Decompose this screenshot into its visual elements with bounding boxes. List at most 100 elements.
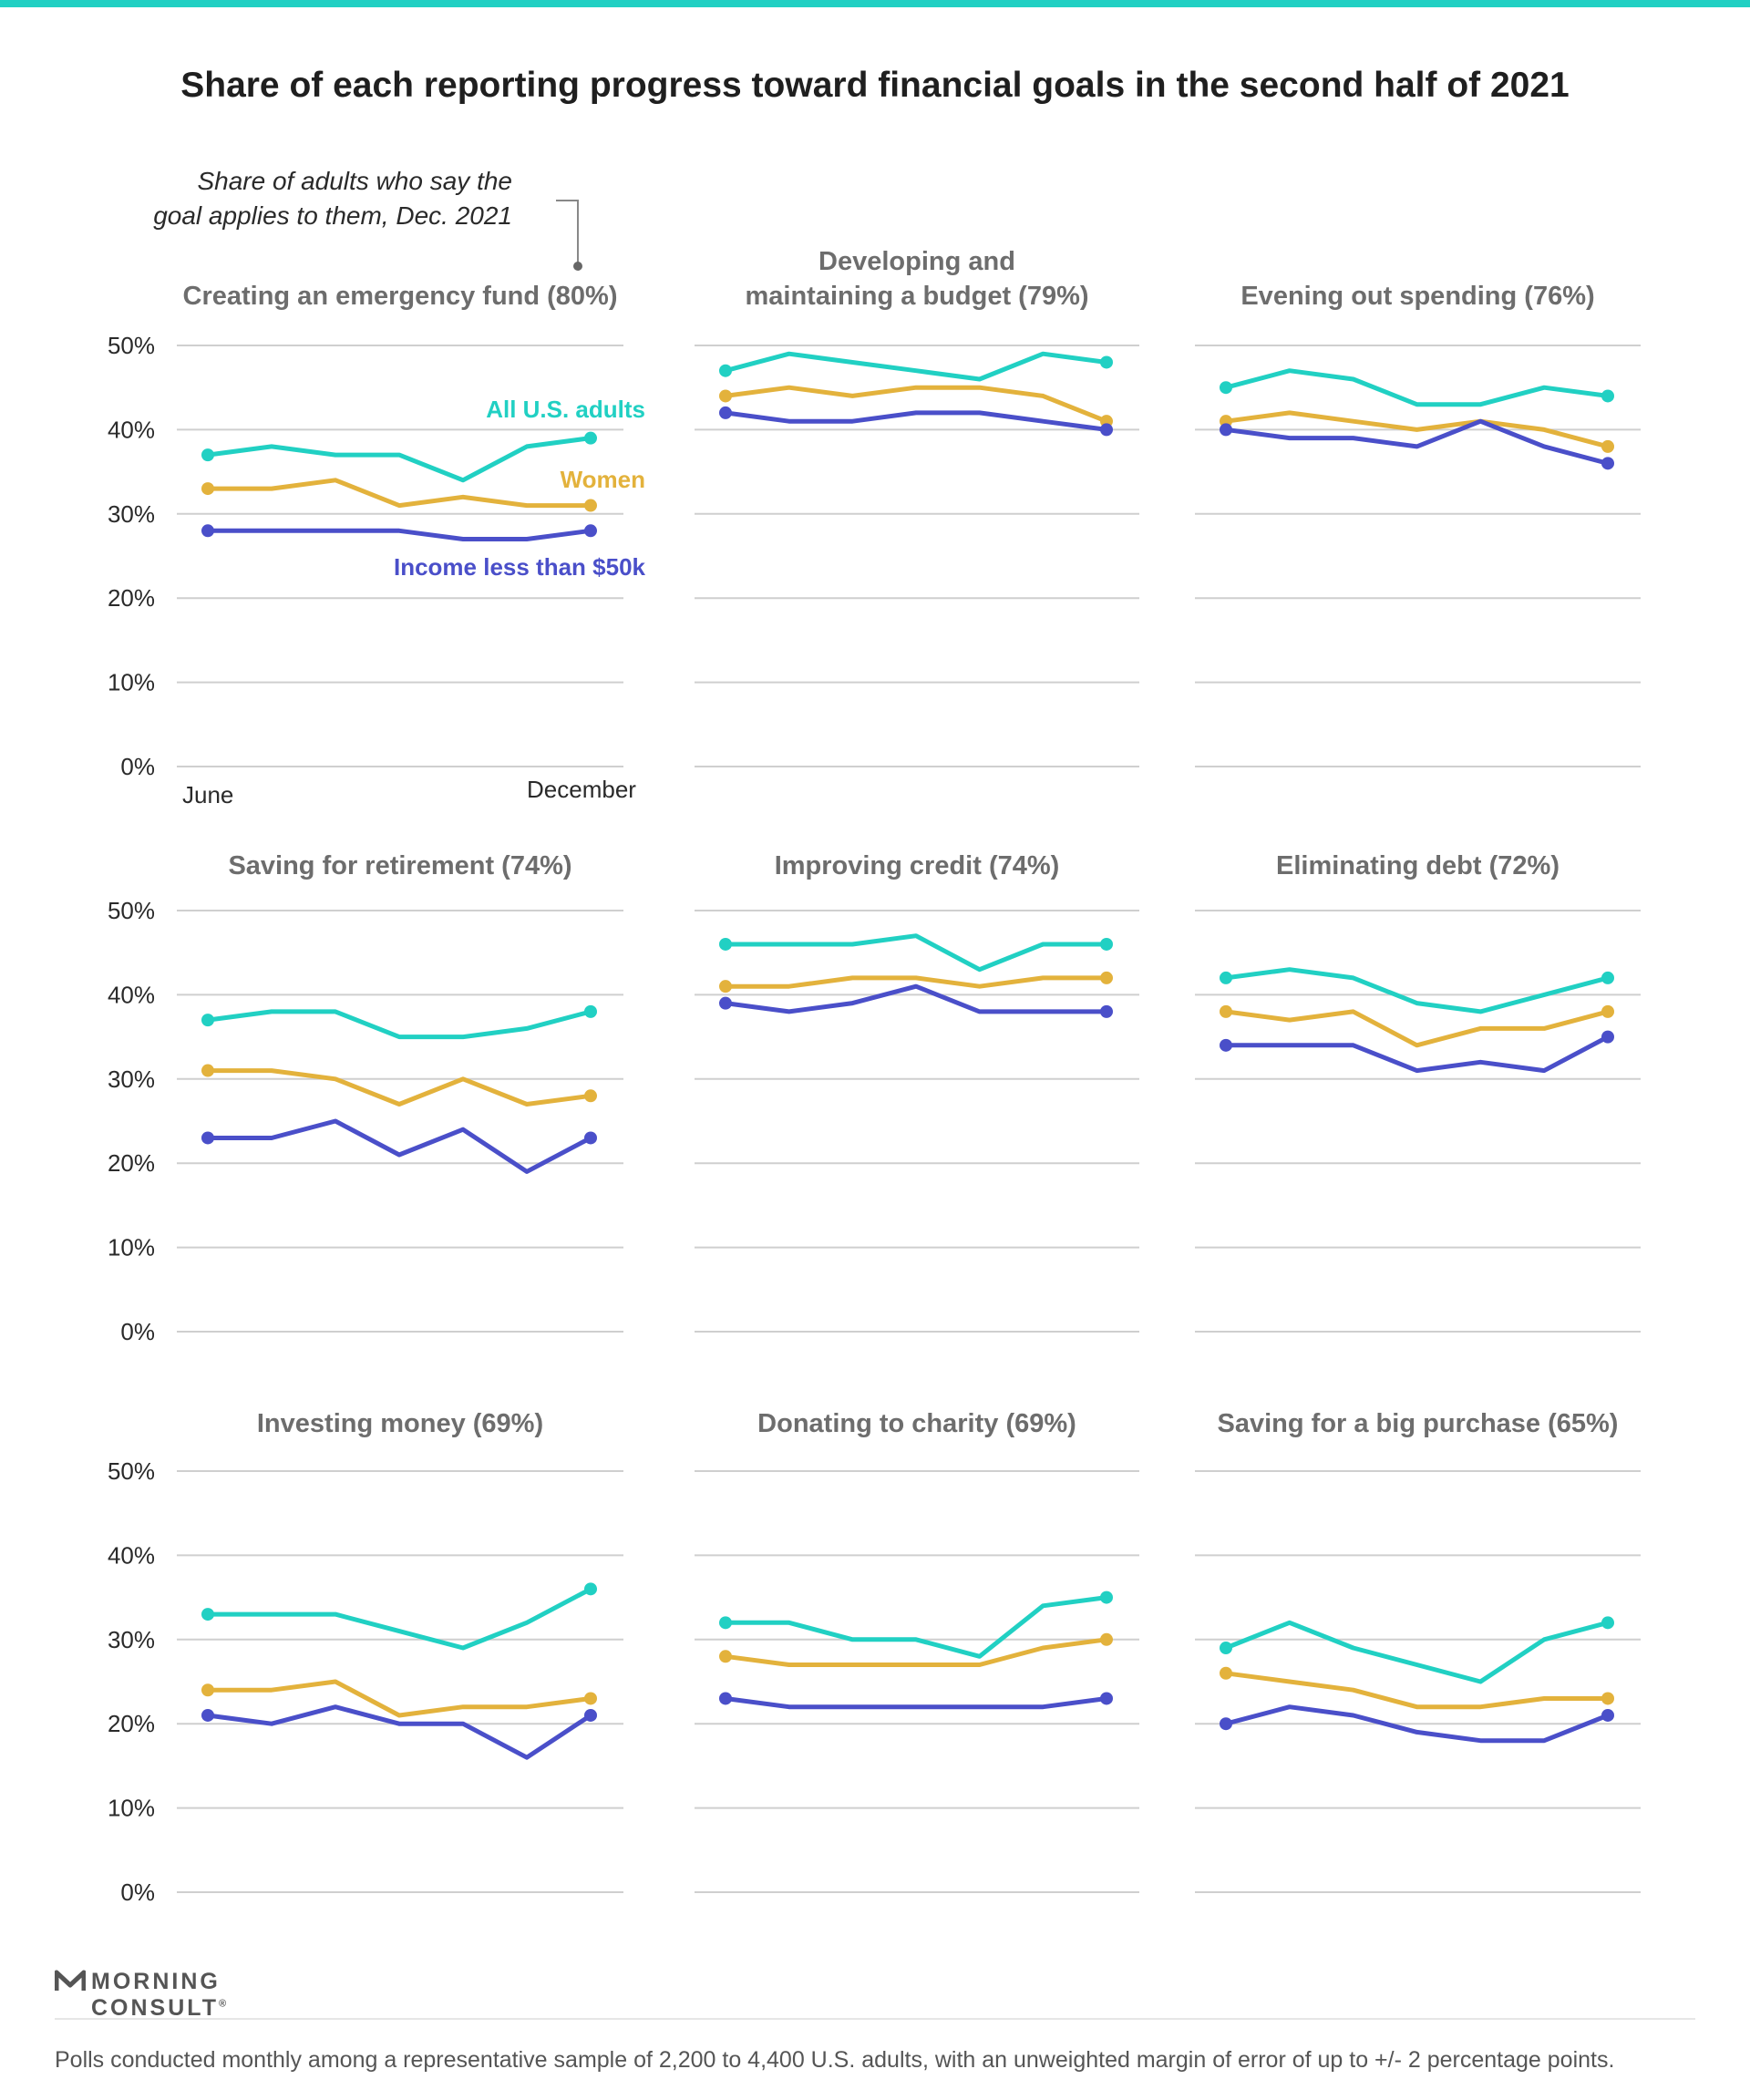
panel-title: Evening out spending (76%)	[1240, 282, 1595, 311]
data-point-income	[1601, 457, 1614, 470]
series-line-income	[723, 1696, 1109, 1710]
y-tick-label: 30%	[108, 1065, 155, 1093]
data-point-all-adults	[719, 937, 732, 951]
y-tick-label: 0%	[120, 753, 155, 780]
annotation-note: Share of adults who say the goal applies…	[153, 164, 512, 233]
data-point-women	[1601, 439, 1614, 453]
series-line-income	[723, 983, 1109, 1014]
chart-panel	[1195, 910, 1641, 1333]
data-point-all-adults	[1220, 381, 1232, 395]
data-point-all-adults	[1601, 389, 1614, 403]
y-tick-label: 40%	[108, 1541, 155, 1569]
top-accent-bar	[0, 0, 1750, 7]
y-tick-label: 20%	[108, 584, 155, 612]
data-point-income	[1220, 1717, 1232, 1731]
y-tick-label: 50%	[108, 1457, 155, 1485]
data-point-women	[584, 499, 597, 512]
series-line-all-adults	[723, 933, 1109, 973]
series-line-all-adults	[205, 1586, 593, 1651]
data-point-women	[1100, 1632, 1113, 1646]
series-line-women	[1223, 1671, 1611, 1710]
data-point-income	[719, 406, 732, 419]
data-point-all-adults	[719, 364, 732, 377]
data-point-all-adults	[1100, 937, 1113, 951]
data-point-women	[1601, 1692, 1614, 1705]
series-line-women	[723, 1637, 1109, 1667]
chart-panel	[695, 910, 1139, 1333]
y-tick-label: 50%	[108, 897, 155, 924]
data-point-income	[1601, 1030, 1614, 1044]
y-tick-label: 0%	[120, 1318, 155, 1345]
data-point-income	[584, 524, 597, 538]
data-point-women	[201, 1064, 214, 1077]
series-line-income	[205, 1118, 593, 1174]
panel-title: Improving credit (74%)	[774, 851, 1060, 880]
series-line-all-adults	[205, 1009, 593, 1040]
data-point-women	[719, 389, 732, 403]
data-point-women	[201, 482, 214, 496]
data-point-all-adults	[1220, 971, 1232, 984]
y-tick-label: 10%	[108, 1234, 155, 1261]
panel-title: Investing money (69%)	[256, 1409, 544, 1438]
chart-panel	[695, 345, 1139, 767]
data-point-all-adults	[584, 431, 597, 445]
data-point-income	[201, 1131, 214, 1145]
data-point-income	[1100, 423, 1113, 437]
panel-title: Eliminating debt (72%)	[1276, 851, 1560, 880]
series-label-all-adults: All U.S. adults	[486, 396, 645, 423]
chart-panel	[695, 1470, 1139, 1893]
footer-methodology-note: Polls conducted monthly among a represen…	[55, 2047, 1615, 2073]
chart-title: Share of each reporting progress toward …	[180, 66, 1570, 105]
data-point-women	[1100, 971, 1113, 984]
data-point-women	[1601, 1004, 1614, 1018]
chart-panel	[1195, 1470, 1641, 1893]
series-line-women	[1223, 410, 1611, 449]
data-point-income	[1601, 1708, 1614, 1722]
panel-title: Saving for retirement (74%)	[228, 851, 572, 880]
annotation-leader-dot	[573, 262, 582, 271]
series-line-women	[205, 1068, 593, 1107]
data-point-all-adults	[584, 1582, 597, 1596]
data-point-all-adults	[1220, 1642, 1232, 1655]
morning-consult-logo: MORNING CONSULT®	[54, 1967, 226, 2021]
data-point-all-adults	[201, 1014, 214, 1027]
series-line-women	[723, 385, 1109, 424]
y-tick-label: 10%	[108, 1795, 155, 1822]
data-point-income	[584, 1708, 597, 1722]
chart-panel: 0% 10% 20% 30% 40% 50%	[108, 897, 623, 1345]
data-point-income	[719, 996, 732, 1010]
data-point-women	[719, 1650, 732, 1663]
series-line-all-adults	[205, 436, 593, 483]
series-line-income	[1223, 1704, 1611, 1744]
y-tick-label: 0%	[120, 1879, 155, 1906]
series-line-women	[723, 975, 1109, 989]
data-point-all-adults	[719, 1616, 732, 1630]
series-line-women	[205, 478, 593, 509]
panel-title: Developing and maintaining a budget (79%)	[695, 244, 1139, 314]
data-point-income	[719, 1692, 732, 1705]
data-point-women	[584, 1692, 597, 1705]
y-tick-label: 20%	[108, 1149, 155, 1177]
annotation-leader-line	[556, 200, 579, 264]
series-label-women: Women	[560, 466, 645, 493]
data-point-all-adults	[1100, 1590, 1113, 1604]
panel-title: Donating to charity (69%)	[757, 1409, 1076, 1438]
series-line-income	[205, 528, 593, 541]
data-point-income	[1100, 1004, 1113, 1018]
series-line-income	[1223, 1035, 1611, 1074]
data-point-all-adults	[201, 1608, 214, 1621]
data-point-income	[1220, 1038, 1232, 1052]
data-point-all-adults	[1100, 355, 1113, 369]
y-tick-label: 20%	[108, 1710, 155, 1737]
series-line-women	[205, 1679, 593, 1718]
x-label-december: December	[527, 776, 636, 803]
panel-title-line: maintaining a budget (79%)	[745, 282, 1089, 311]
series-line-all-adults	[1223, 967, 1611, 1014]
series-label-income: Income less than $50k	[393, 553, 645, 581]
y-tick-label: 10%	[108, 669, 155, 696]
data-point-all-adults	[584, 1004, 597, 1018]
chart-panel: 0% 10% 20% 30% 40% 50%	[108, 332, 623, 780]
data-point-income	[201, 1708, 214, 1722]
panel-title: Saving for a big purchase (65%)	[1217, 1409, 1619, 1438]
